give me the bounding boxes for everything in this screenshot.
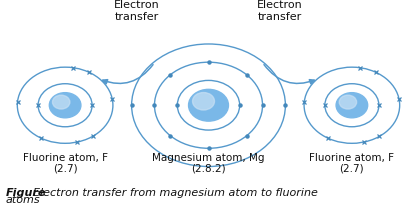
Text: atoms: atoms [6, 195, 40, 205]
Text: (2.7): (2.7) [339, 164, 364, 174]
Text: Electron
transfer: Electron transfer [114, 0, 160, 22]
Circle shape [339, 95, 357, 109]
Text: Magnesium atom, Mg: Magnesium atom, Mg [152, 153, 265, 163]
Circle shape [49, 93, 81, 118]
Text: (2.8.2): (2.8.2) [191, 164, 226, 174]
Text: Fluorine atom, F: Fluorine atom, F [309, 153, 394, 163]
Text: Electron
transfer: Electron transfer [257, 0, 303, 22]
Text: Fluorine atom, F: Fluorine atom, F [23, 153, 108, 163]
Text: (2.7): (2.7) [53, 164, 78, 174]
Circle shape [193, 92, 214, 110]
Circle shape [53, 95, 70, 109]
Circle shape [188, 89, 229, 121]
Circle shape [336, 93, 368, 118]
Text: Electron transfer from magnesium atom to fluorine: Electron transfer from magnesium atom to… [33, 188, 317, 198]
Text: Figure: Figure [6, 188, 46, 198]
